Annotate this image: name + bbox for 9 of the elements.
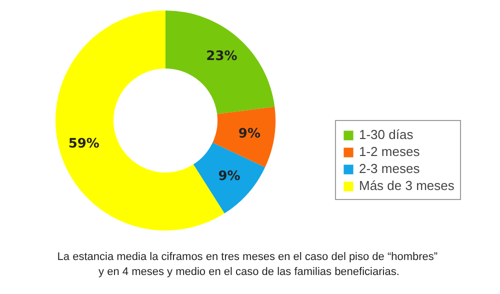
legend-label: 2-3 meses <box>359 161 420 176</box>
data-label: 23% <box>206 49 238 64</box>
data-label: 9% <box>238 126 260 142</box>
legend-label: Más de 3 meses <box>359 178 454 193</box>
data-label: 59% <box>68 136 100 152</box>
text: La estancia media la ciframos en tres meses en el caso del piso de “hombres” y en 4 meses y medio en el caso de las familias beneficiarias. <box>57 251 438 278</box>
data-label: 9% <box>218 169 240 184</box>
legend-label: 1-30 días <box>359 127 414 142</box>
legend-label: 1-2 meses <box>359 144 420 159</box>
